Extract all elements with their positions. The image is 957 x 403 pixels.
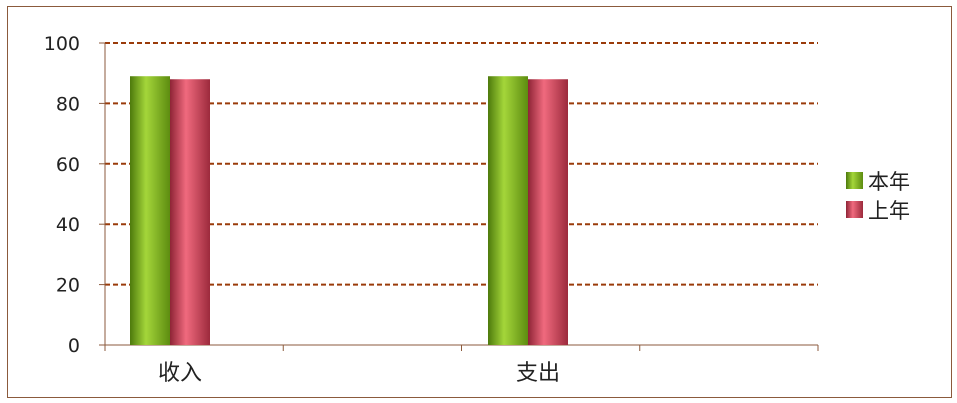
x-category-label: 支出 xyxy=(516,361,560,386)
legend-swatch xyxy=(846,172,863,189)
gridlines xyxy=(105,42,818,286)
y-tick-label: 0 xyxy=(68,335,80,357)
bar xyxy=(170,79,210,346)
axis-labels: 0 20 40 60 80 100 收入 支出 xyxy=(44,33,560,386)
legend-label: 本年 xyxy=(868,170,910,194)
y-tick-label: 100 xyxy=(44,33,80,55)
y-tick-label: 80 xyxy=(56,93,80,115)
legend-label: 上年 xyxy=(868,199,910,223)
y-tick-label: 60 xyxy=(56,154,80,176)
bar xyxy=(528,79,568,346)
bar xyxy=(130,76,170,345)
bars xyxy=(130,76,568,346)
legend-swatch xyxy=(846,201,863,218)
axes xyxy=(99,42,819,351)
y-tick-label: 40 xyxy=(56,214,80,236)
bar xyxy=(488,76,528,345)
x-category-label: 收入 xyxy=(158,361,202,386)
y-tick-label: 20 xyxy=(56,275,80,297)
